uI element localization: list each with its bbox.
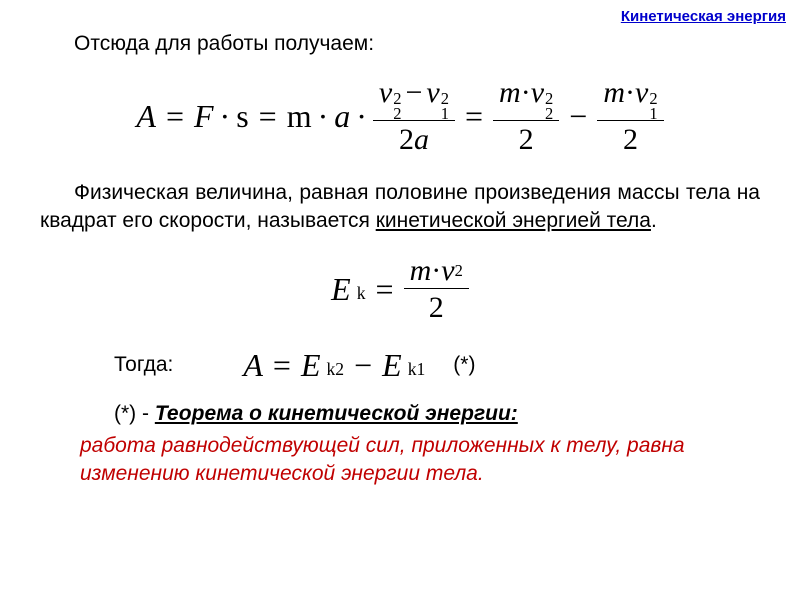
slide-content: Отсюда для работы получаем: A = F · s = … <box>0 0 800 488</box>
star-marker: (*) <box>453 353 475 377</box>
theorem-star: (*) - <box>114 402 155 425</box>
frac-mv2: m·v2 2 <box>404 254 469 325</box>
sup-2: 2 <box>455 261 463 281</box>
formula-ek-definition: Ek = m·v2 2 <box>40 254 760 325</box>
definition-text: Физическая величина, равная половине про… <box>40 179 760 236</box>
var-v: v <box>441 254 454 288</box>
row-then: Тогда: A = Ek2 − Ek1 (*) <box>40 347 760 384</box>
op-eq: = <box>255 98 281 135</box>
op-dot: · <box>521 76 531 110</box>
var-a: a <box>414 123 429 157</box>
op-eq: = <box>269 347 295 384</box>
op-eq: = <box>461 98 487 135</box>
op-dot: · <box>625 76 635 110</box>
formula-work-derivation: A = F · s = m · a · v22 − v21 2a = <box>40 76 760 157</box>
theorem-title: Теорема о кинетической энергии: <box>155 402 518 425</box>
num-2: 2 <box>519 123 534 157</box>
var-m: m <box>603 76 625 110</box>
frac-mv1-2: m·v21 2 <box>597 76 663 157</box>
num-2: 2 <box>399 123 414 157</box>
sub-1: 1 <box>649 107 657 122</box>
sub-k: k <box>357 283 366 304</box>
var-E: E <box>382 347 402 384</box>
theorem-body: работа равнодействующей сил, приложенных… <box>40 432 760 489</box>
var-s: s <box>236 98 248 135</box>
var-v: v <box>531 76 544 110</box>
sub-2: 2 <box>393 107 401 122</box>
op-minus: − <box>350 347 376 384</box>
definition-post: . <box>651 209 657 232</box>
var-E: E <box>301 347 321 384</box>
sub-k1: k1 <box>408 359 426 380</box>
var-m: m <box>499 76 521 110</box>
header-link-kinetic-energy[interactable]: Кинетическая энергия <box>621 8 786 25</box>
sub-2: 2 <box>545 107 553 122</box>
definition-term: кинетической энергией тела <box>376 209 651 232</box>
var-A: A <box>243 347 263 384</box>
op-minus: − <box>401 76 426 110</box>
op-dot: · <box>431 254 441 288</box>
op-dot: · <box>356 98 367 135</box>
var-v: v <box>635 76 648 110</box>
frac-mv2-2: m·v22 2 <box>493 76 559 157</box>
num-2: 2 <box>429 291 444 325</box>
var-v: v <box>426 76 439 110</box>
var-A: A <box>136 98 156 135</box>
var-m: m <box>410 254 432 288</box>
theorem-title-line: (*) - Теорема о кинетической энергии: <box>40 402 760 426</box>
op-eq: = <box>162 98 188 135</box>
op-minus: − <box>565 98 591 135</box>
var-a: a <box>334 98 350 135</box>
op-eq: = <box>372 271 398 308</box>
label-then: Тогда: <box>114 353 173 377</box>
var-m: m <box>287 98 312 135</box>
num-2: 2 <box>623 123 638 157</box>
var-E: E <box>331 271 351 308</box>
var-v: v <box>379 76 392 110</box>
op-dot: · <box>318 98 329 135</box>
var-F: F <box>194 98 214 135</box>
intro-text: Отсюда для работы получаем: <box>40 30 760 58</box>
op-dot: · <box>220 98 231 135</box>
sub-k2: k2 <box>327 359 345 380</box>
sub-1: 1 <box>441 107 449 122</box>
frac-v-diff: v22 − v21 2a <box>373 76 455 157</box>
